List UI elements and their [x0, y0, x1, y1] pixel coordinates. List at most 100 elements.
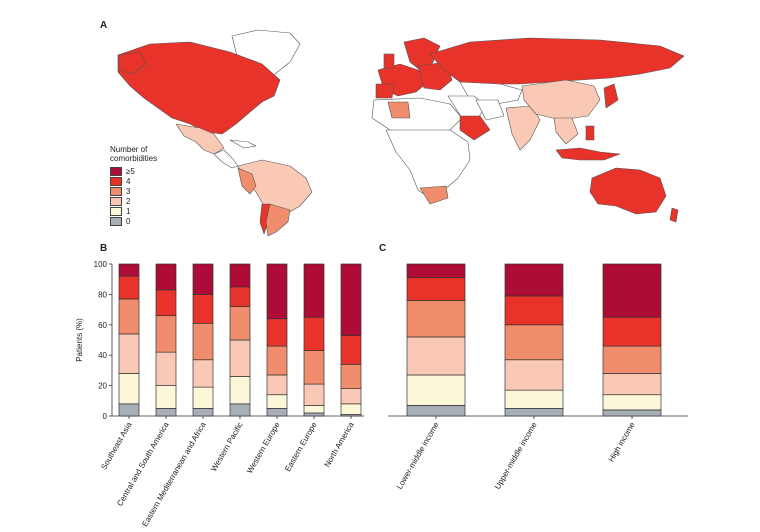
map-southeast-asia: [553, 117, 579, 145]
bar-segment: [229, 286, 251, 307]
bar-segment: [266, 374, 288, 396]
bar-segment: [406, 263, 466, 279]
map-japan: [603, 83, 619, 109]
legend-title-line2: comorbidities: [110, 154, 158, 163]
map-china: [521, 79, 601, 121]
world-map: [117, 29, 685, 237]
bar-segment: [406, 336, 466, 376]
panel-label-c: C: [379, 243, 387, 254]
bar-segment: [504, 389, 564, 409]
bar-segment: [504, 408, 564, 417]
legend-title-line1: Number of: [110, 145, 148, 154]
bar-segment: [155, 289, 177, 317]
x-category-label: Western Pacific: [209, 421, 245, 474]
map-iberia: [375, 83, 395, 99]
map-argentina: [265, 203, 291, 237]
bar-segment: [155, 351, 177, 386]
x-category-label: Eastern Mediterranean and Africa: [140, 420, 208, 528]
bar-segment: [340, 363, 362, 389]
y-tick-label: 100: [94, 260, 108, 269]
bar-segment: [229, 339, 251, 377]
bar-segment: [266, 394, 288, 409]
legend-item: 4: [110, 176, 157, 186]
x-category-label: Southeast Asia: [99, 420, 134, 471]
legend-swatch: [110, 186, 122, 196]
map-new-zealand: [669, 207, 679, 223]
y-tick-label: 80: [98, 290, 107, 299]
map-saudi: [459, 115, 491, 141]
map-north-america: [117, 41, 281, 135]
map-philippines: [585, 125, 595, 141]
legend-swatch: [110, 176, 122, 186]
bar-segment: [192, 263, 214, 295]
bar-segment: [303, 412, 325, 417]
bar-segment: [303, 350, 325, 385]
panel-label-b: B: [100, 243, 108, 254]
map-caribbean: [229, 139, 257, 149]
bar-segment: [229, 306, 251, 341]
legend-item: 3: [110, 186, 157, 196]
legend-label: 4: [126, 176, 131, 186]
map-russia: [429, 37, 685, 85]
map-north-africa: [371, 97, 463, 133]
legend-swatch: [110, 216, 122, 226]
x-category-label: High income: [607, 420, 637, 463]
bar-segment: [602, 263, 662, 318]
bar-segment: [192, 294, 214, 324]
bar-segment: [266, 408, 288, 417]
legend-item: 0: [110, 216, 157, 226]
legend-item: 2: [110, 196, 157, 206]
bar-segment: [602, 394, 662, 411]
bar-segment: [303, 316, 325, 351]
bar-segment: [602, 345, 662, 374]
bar-segment: [118, 333, 140, 374]
legend-label: 1: [126, 206, 131, 216]
x-category-label: Upper-middle income: [493, 420, 539, 491]
map-iran: [475, 99, 505, 121]
panel-label-a: A: [100, 20, 108, 31]
bar-segment: [229, 263, 251, 288]
bar-segment: [504, 324, 564, 361]
bar-segment: [303, 263, 325, 318]
bar-segment: [340, 263, 362, 336]
bar-segment: [192, 322, 214, 361]
x-category-label: Western Europe: [245, 420, 282, 475]
y-tick-label: 20: [98, 382, 107, 391]
bar-segment: [340, 335, 362, 365]
map-algeria: [387, 101, 411, 119]
bar-segment: [504, 295, 564, 326]
legend-item: 1: [110, 206, 157, 216]
bar-segment: [406, 277, 466, 301]
bar-segment: [406, 405, 466, 417]
map-south-africa: [419, 185, 449, 205]
legend-label: 2: [126, 196, 131, 206]
bar-segment: [229, 376, 251, 405]
map-south-america-north: [237, 159, 313, 221]
bar-segment: [155, 263, 177, 291]
x-category-label: Eastern Europe: [283, 420, 319, 473]
bar-segment: [229, 403, 251, 417]
map-chile: [259, 203, 271, 235]
bar-segment: [406, 300, 466, 338]
bar-segment: [155, 385, 177, 409]
bar-segment: [155, 408, 177, 417]
y-tick-label: 60: [98, 321, 107, 330]
bar-segment: [504, 263, 564, 297]
map-indonesia: [555, 147, 621, 161]
bar-segment: [266, 345, 288, 376]
bar-segment: [504, 359, 564, 391]
chart-c: Lower-middle income Upper-middle income Hi…: [388, 263, 688, 491]
bar-segment: [192, 408, 214, 417]
legend-swatch: [110, 196, 122, 206]
bar-segment: [602, 373, 662, 396]
bar-segment: [266, 263, 288, 320]
y-tick-label: 0: [103, 412, 108, 421]
y-axis-label: Patients (%): [75, 318, 84, 362]
bar-segment: [118, 373, 140, 405]
legend-item: ≥5: [110, 166, 157, 176]
bar-segment: [266, 318, 288, 347]
bar-segment: [118, 403, 140, 417]
bar-segment: [602, 316, 662, 347]
bar-segment: [192, 386, 214, 409]
